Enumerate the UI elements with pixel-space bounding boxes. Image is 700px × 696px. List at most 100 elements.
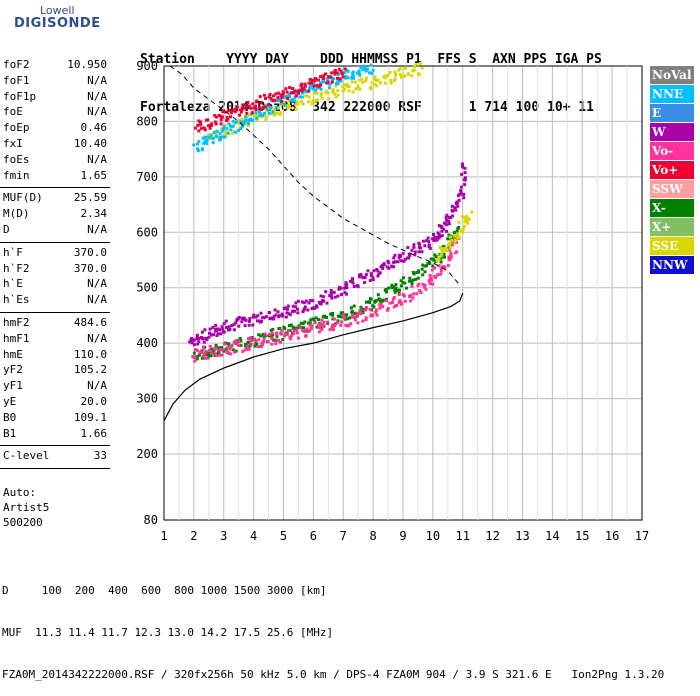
echo-point [247,323,251,327]
echo-point [275,331,279,335]
echo-point [257,333,261,337]
echo-point [370,81,374,85]
echo-point [192,143,196,147]
echo-point [440,229,444,233]
echo-point [280,94,284,98]
echo-point [258,95,262,99]
echo-point [291,310,295,314]
x-tick-label: 14 [545,529,559,543]
echo-point [294,326,298,330]
echo-point [343,83,347,87]
echo-point [368,300,372,304]
echo-point [254,107,258,111]
echo-point [435,258,439,262]
echo-point [269,99,273,103]
echo-point [307,81,311,85]
echo-point [245,122,249,126]
echo-point [231,119,235,123]
echo-point [364,76,368,80]
echo-point [340,293,344,297]
echo-point [322,80,326,84]
echo-point [201,354,205,358]
echo-point [364,273,368,277]
echo-point [373,82,377,86]
echo-point [337,314,341,318]
echo-point [391,297,395,301]
echo-point [295,307,299,311]
echo-point [291,91,295,95]
echo-point [266,340,270,344]
echo-point [397,293,401,297]
echo-point [283,327,287,331]
echo-point [393,70,397,74]
echo-point [324,290,328,294]
echo-point [256,344,260,348]
echo-point [445,213,449,217]
echo-point [320,323,324,327]
echo-point [274,313,278,317]
echo-point [350,313,354,317]
echo-point [375,84,379,88]
echo-point [347,85,351,89]
echo-point [295,91,299,95]
auto-code: 500200 [3,516,43,529]
echo-point [398,67,402,71]
echo-point [247,340,251,344]
echo-point [437,264,441,268]
param-value: 110.0 [73,347,107,361]
echo-point [343,291,347,295]
echo-point [285,332,289,336]
param-value: N/A [87,222,107,236]
echo-point [199,123,203,127]
echo-point [448,242,452,246]
echo-point [412,243,416,247]
separator [0,311,110,313]
echo-point [237,344,241,348]
echo-point [384,297,388,301]
echo-point [286,307,290,311]
echo-point [274,338,278,342]
footer-info: D 100 200 400 600 800 1000 1500 3000 [km… [2,556,664,696]
echo-point [252,106,256,110]
echo-point [260,319,264,323]
auto-artist: Artist5 [3,501,50,514]
separator [0,445,110,447]
echo-point [387,266,391,270]
echo-point [329,312,333,316]
echo-point [206,135,210,139]
echo-point [349,279,353,283]
echo-point [355,313,359,317]
echo-point [269,328,273,332]
echo-point [289,91,293,95]
echo-point [241,349,245,353]
echo-point [368,307,372,311]
echo-point [424,287,428,291]
echo-point [200,350,204,354]
param-value: 1.66 [80,426,108,440]
echo-point [249,343,253,347]
param-row: hmF2 484.6 [0,316,110,332]
echo-point [301,102,305,106]
param-name: D [3,222,10,236]
echo-point [324,72,328,76]
echo-point [308,321,312,325]
echo-point [267,95,271,99]
echo-point [462,216,466,220]
echo-point [315,91,319,95]
echo-point [383,81,387,85]
echo-point [460,215,464,219]
echo-point [279,340,283,344]
echo-point [222,125,226,129]
echo-point [368,279,372,283]
echo-point [462,192,466,196]
echo-point [196,342,200,346]
echo-point [237,113,241,117]
echo-point [288,313,292,317]
param-row: fxI 10.40 [0,137,110,153]
echo-point [270,331,274,335]
echo-point [211,351,215,355]
echo-point [214,343,218,347]
echo-point [432,239,436,243]
echo-point [388,70,392,74]
echo-point [284,94,288,98]
